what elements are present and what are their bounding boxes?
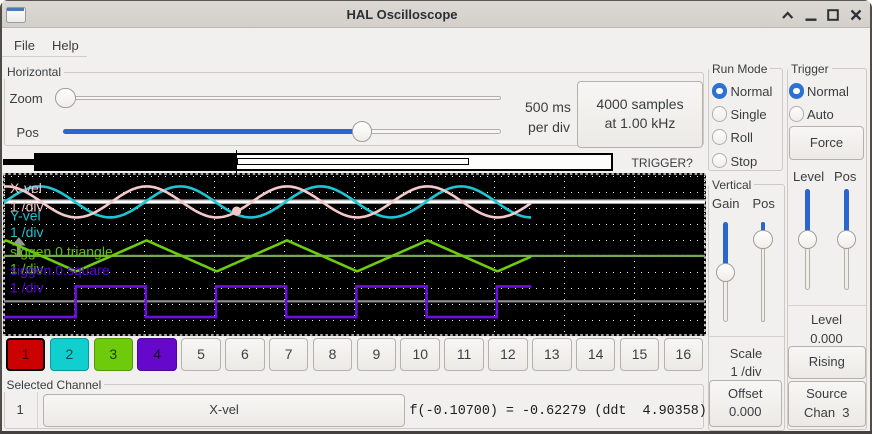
- svg-text:1 /div: 1 /div: [10, 261, 43, 277]
- svg-text:siggen.0.square: siggen.0.square: [10, 262, 110, 278]
- svg-text:Y-vel: Y-vel: [10, 208, 41, 224]
- svg-text:1 /div: 1 /div: [10, 280, 43, 296]
- svg-text:siggen.0.triangle: siggen.0.triangle: [10, 244, 113, 260]
- svg-text:X-vel: X-vel: [10, 180, 42, 196]
- svg-text:1 /div: 1 /div: [10, 224, 43, 240]
- svg-text:1 /div: 1 /div: [10, 199, 43, 215]
